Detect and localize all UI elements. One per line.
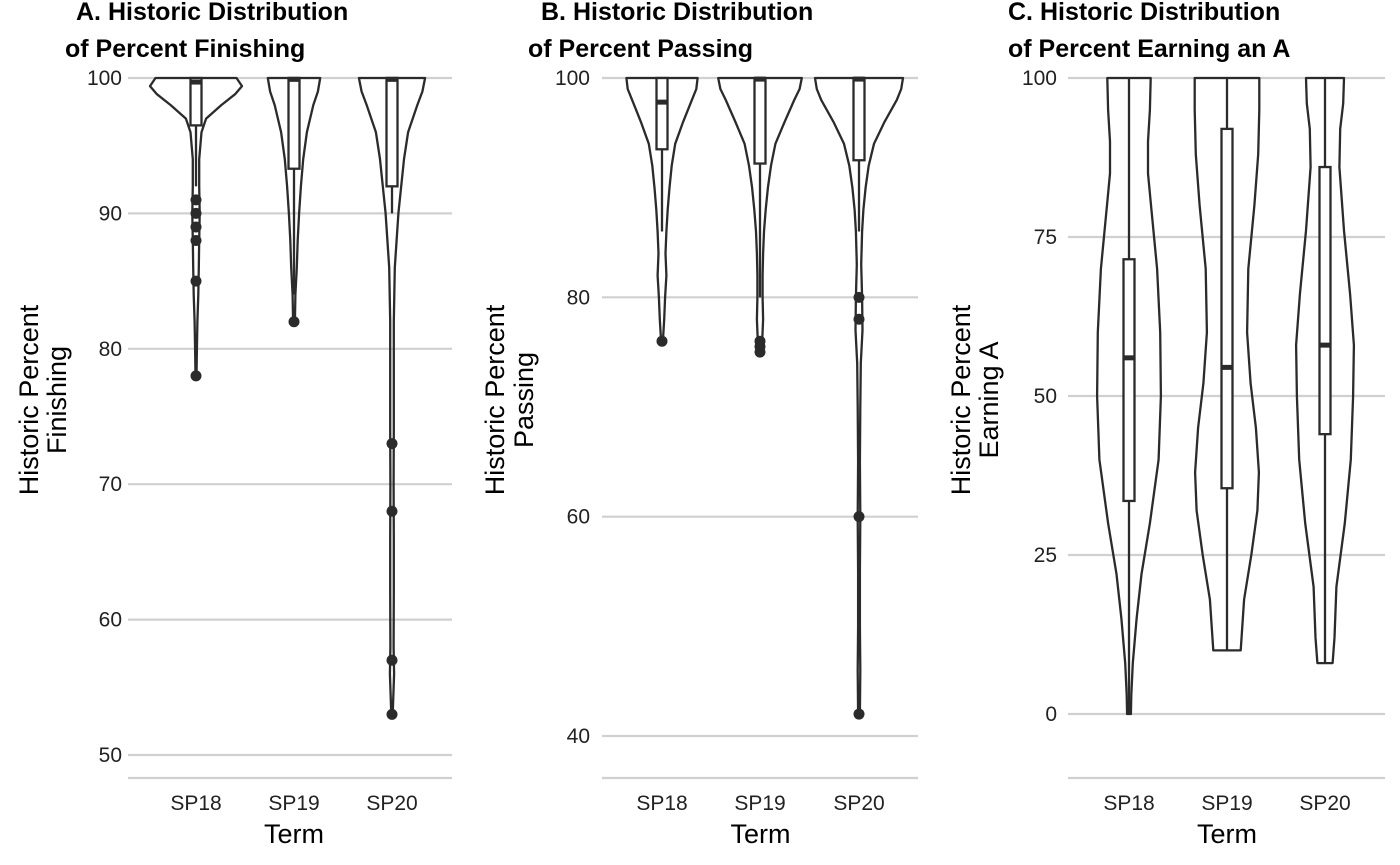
violin-group-sp19 [1193, 76, 1261, 652]
y-tick-label: 50 [1034, 385, 1057, 408]
y-axis-label-line-1: Historic Percent [480, 304, 510, 495]
y-tick-label: 80 [567, 286, 590, 309]
violin-shape [813, 76, 905, 716]
outlier-point [190, 194, 202, 206]
violin-group-sp20 [813, 76, 905, 720]
y-tick-label: 40 [567, 725, 590, 748]
violin-shape [1193, 76, 1261, 652]
outlier-point [190, 234, 202, 246]
outlier-point [853, 708, 865, 720]
x-axis-label: Term [1197, 819, 1257, 849]
violin-group-sp18 [625, 76, 699, 347]
box [852, 76, 866, 162]
x-tick-label: SP19 [1201, 792, 1252, 815]
x-tick-label: SP20 [1299, 792, 1350, 815]
box [189, 76, 203, 127]
violin-group-sp19 [266, 76, 322, 328]
outlier-point [288, 316, 300, 328]
x-tick-label: SP20 [366, 792, 417, 815]
violin-shape [1095, 76, 1163, 716]
x-tick-label: SP19 [268, 792, 319, 815]
outlier-point [656, 335, 668, 347]
box [385, 76, 399, 188]
violin-shape [266, 76, 322, 323]
panel-title-line-2: of Percent Passing [528, 35, 753, 63]
y-tick-label: 90 [99, 202, 122, 225]
x-tick-label: SP20 [833, 792, 884, 815]
panel-title-line-2: of Percent Finishing [65, 35, 305, 63]
y-tick-label: 0 [1045, 703, 1057, 726]
panel-c: 0 25 50 75 100 C. Historic Distribution of Per… [946, 0, 1385, 849]
box [1220, 127, 1234, 490]
x-axis-label: Term [264, 819, 324, 849]
outlier-point [853, 313, 865, 325]
y-axis-label-line-1: Historic Percent [946, 304, 976, 495]
y-axis-label-line-2: Passing [509, 352, 539, 448]
y-tick-label: 100 [87, 67, 122, 90]
box [1122, 258, 1136, 503]
box [753, 76, 767, 165]
x-axis-label: Term [731, 819, 791, 849]
y-tick-label: 100 [1022, 67, 1057, 90]
violin-shape [625, 76, 699, 343]
x-tick-label: SP19 [734, 792, 785, 815]
violin-shape [717, 76, 803, 354]
outlier-point [386, 505, 398, 517]
violin-group-sp18 [1095, 76, 1163, 716]
y-tick-label: 80 [99, 338, 122, 361]
outlier-point [386, 438, 398, 450]
y-tick-label: 50 [99, 744, 122, 767]
outlier-point [190, 221, 202, 233]
violin-group-sp18 [148, 76, 244, 382]
violin-shape [357, 76, 427, 716]
y-tick-label: 60 [99, 609, 122, 632]
x-tick-label: SP18 [170, 792, 221, 815]
violin-group-sp20 [1294, 76, 1356, 665]
box [287, 76, 301, 170]
x-tick-label: SP18 [1103, 792, 1154, 815]
outlier-point [853, 291, 865, 303]
outlier-point [386, 708, 398, 720]
outlier-point [190, 370, 202, 382]
box [655, 76, 669, 151]
panel-b: 40 60 80 100 B. Historic Distribution of Perc… [480, 0, 918, 849]
y-axis-label-line-1: Historic Percent [14, 304, 44, 495]
x-tick-label: SP18 [636, 792, 687, 815]
y-tick-label: 60 [567, 506, 590, 529]
y-tick-label: 70 [99, 473, 122, 496]
outlier-point [190, 207, 202, 219]
y-tick-label: 75 [1034, 226, 1057, 249]
y-axis-label-line-2: Finishing [42, 346, 72, 454]
y-axis-label-line-2: Earning A [974, 341, 1004, 458]
box [1318, 165, 1332, 436]
panel-title-line-2: of Percent Earning an A [1008, 35, 1290, 63]
panel-title-line-1: C. Historic Distribution [1008, 0, 1280, 26]
outlier-point [853, 511, 865, 523]
panel-title-line-1: B. Historic Distribution [541, 0, 813, 26]
y-tick-label: 100 [555, 67, 590, 90]
violin-shape [1294, 76, 1356, 665]
outlier-point [190, 275, 202, 287]
y-tick-label: 25 [1034, 544, 1057, 567]
panel-title-line-1: A. Historic Distribution [76, 0, 348, 26]
violin-group-sp19 [717, 76, 803, 358]
violin-group-sp20 [357, 76, 427, 720]
outlier-point [754, 346, 766, 358]
outlier-point [386, 654, 398, 666]
panel-a: 50 60 70 80 90 100 A. Historic Distribution of … [14, 0, 452, 849]
